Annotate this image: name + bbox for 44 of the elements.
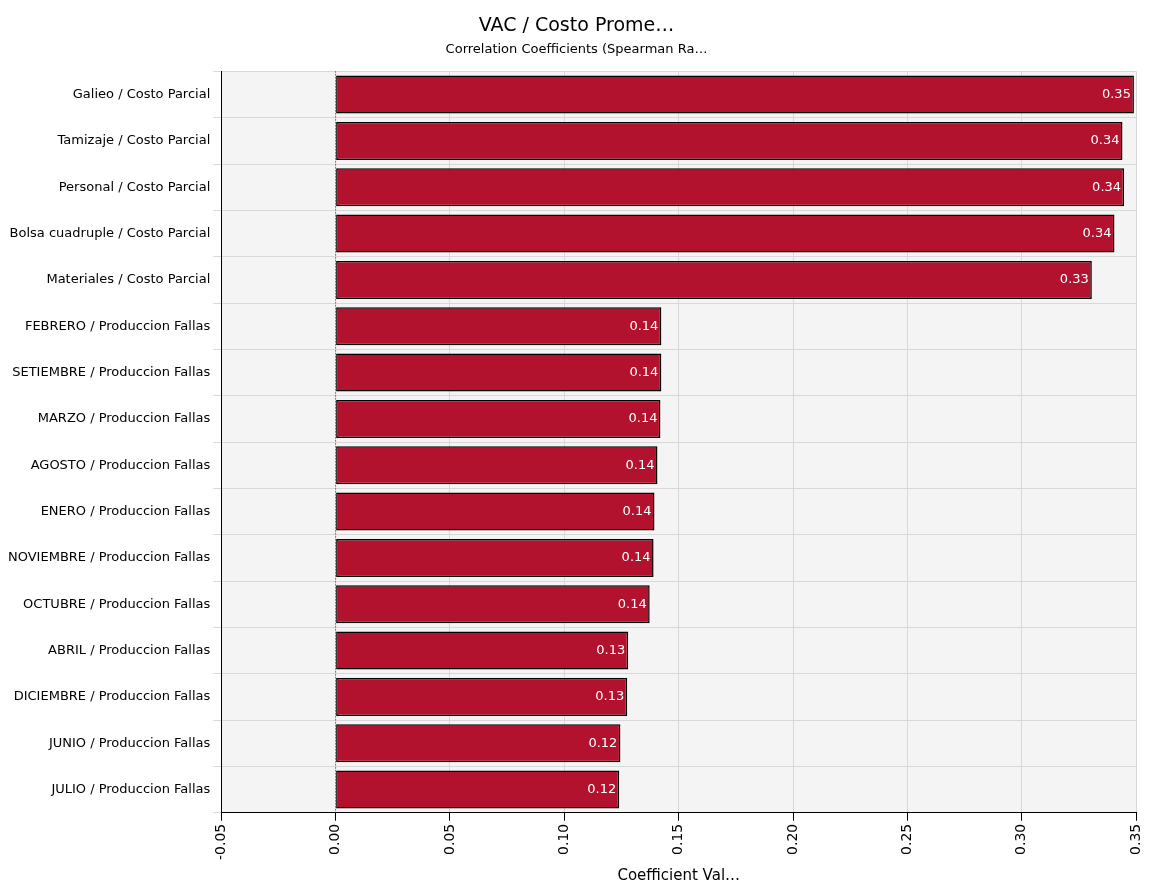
y-tick-label: OCTUBRE / Produccion Fallas [23, 595, 211, 611]
y-tick-label: JUNIO / Produccion Fallas [47, 734, 211, 750]
chart-subtitle: Correlation Coefficients (Spearman Ra… [445, 40, 708, 56]
y-tick-label: Materiales / Costo Parcial [46, 271, 211, 287]
x-tick-label: 0.30 [1012, 823, 1029, 855]
data-label: 0.14 [629, 317, 659, 333]
y-tick-label: AGOSTO / Produccion Fallas [30, 456, 211, 472]
y-tick-label: JULIO / Produccion Fallas [50, 780, 211, 796]
y-tick-label: SETIEMBRE / Produccion Fallas [12, 363, 211, 379]
y-tick-label: FEBRERO / Produccion Fallas [24, 317, 211, 333]
y-tick-label: Bolsa cuadruple / Costo Parcial [9, 224, 211, 240]
data-label: 0.35 [1101, 85, 1131, 101]
x-tick-label: 0.20 [783, 823, 800, 855]
y-tick-label: Galieo / Costo Parcial [72, 85, 211, 101]
data-label: 0.34 [1092, 178, 1122, 194]
y-tick-label: DICIEMBRE / Produccion Fallas [13, 688, 211, 704]
data-label: 0.13 [596, 641, 626, 657]
y-tick-label: ENERO / Produccion Fallas [40, 502, 211, 518]
x-tick-label: -0.05 [211, 823, 228, 861]
data-label: 0.14 [628, 410, 658, 426]
x-tick-label: 0.35 [1126, 823, 1143, 855]
x-tick-label: 0.00 [326, 823, 343, 855]
x-tick-label: 0.15 [669, 823, 686, 855]
data-label: 0.12 [587, 780, 617, 796]
chart-title: VAC / Costo Prome… [478, 13, 675, 36]
data-label: 0.14 [622, 502, 652, 518]
data-label: 0.14 [617, 595, 647, 611]
x-tick-label: 0.10 [555, 823, 571, 855]
x-tick-label: 0.05 [440, 823, 457, 855]
data-label: 0.14 [629, 363, 659, 379]
y-tick-label: Personal / Costo Parcial [58, 178, 211, 194]
y-tick-label: NOVIEMBRE / Produccion Fallas [7, 549, 211, 565]
y-tick-label: Tamizaje / Costo Parcial [56, 132, 211, 148]
data-label: 0.13 [595, 688, 625, 704]
x-tick-label: 0.25 [898, 823, 915, 855]
y-tick-label: MARZO / Produccion Fallas [37, 410, 211, 426]
data-label: 0.34 [1082, 224, 1112, 240]
x-axis-title: Coefficient Val… [617, 865, 741, 884]
data-label: 0.14 [625, 456, 655, 472]
data-label: 0.33 [1059, 271, 1089, 287]
data-label: 0.14 [621, 549, 651, 565]
data-label: 0.34 [1090, 132, 1120, 148]
y-tick-label: ABRIL / Produccion Fallas [48, 641, 211, 657]
data-label: 0.12 [588, 734, 618, 750]
